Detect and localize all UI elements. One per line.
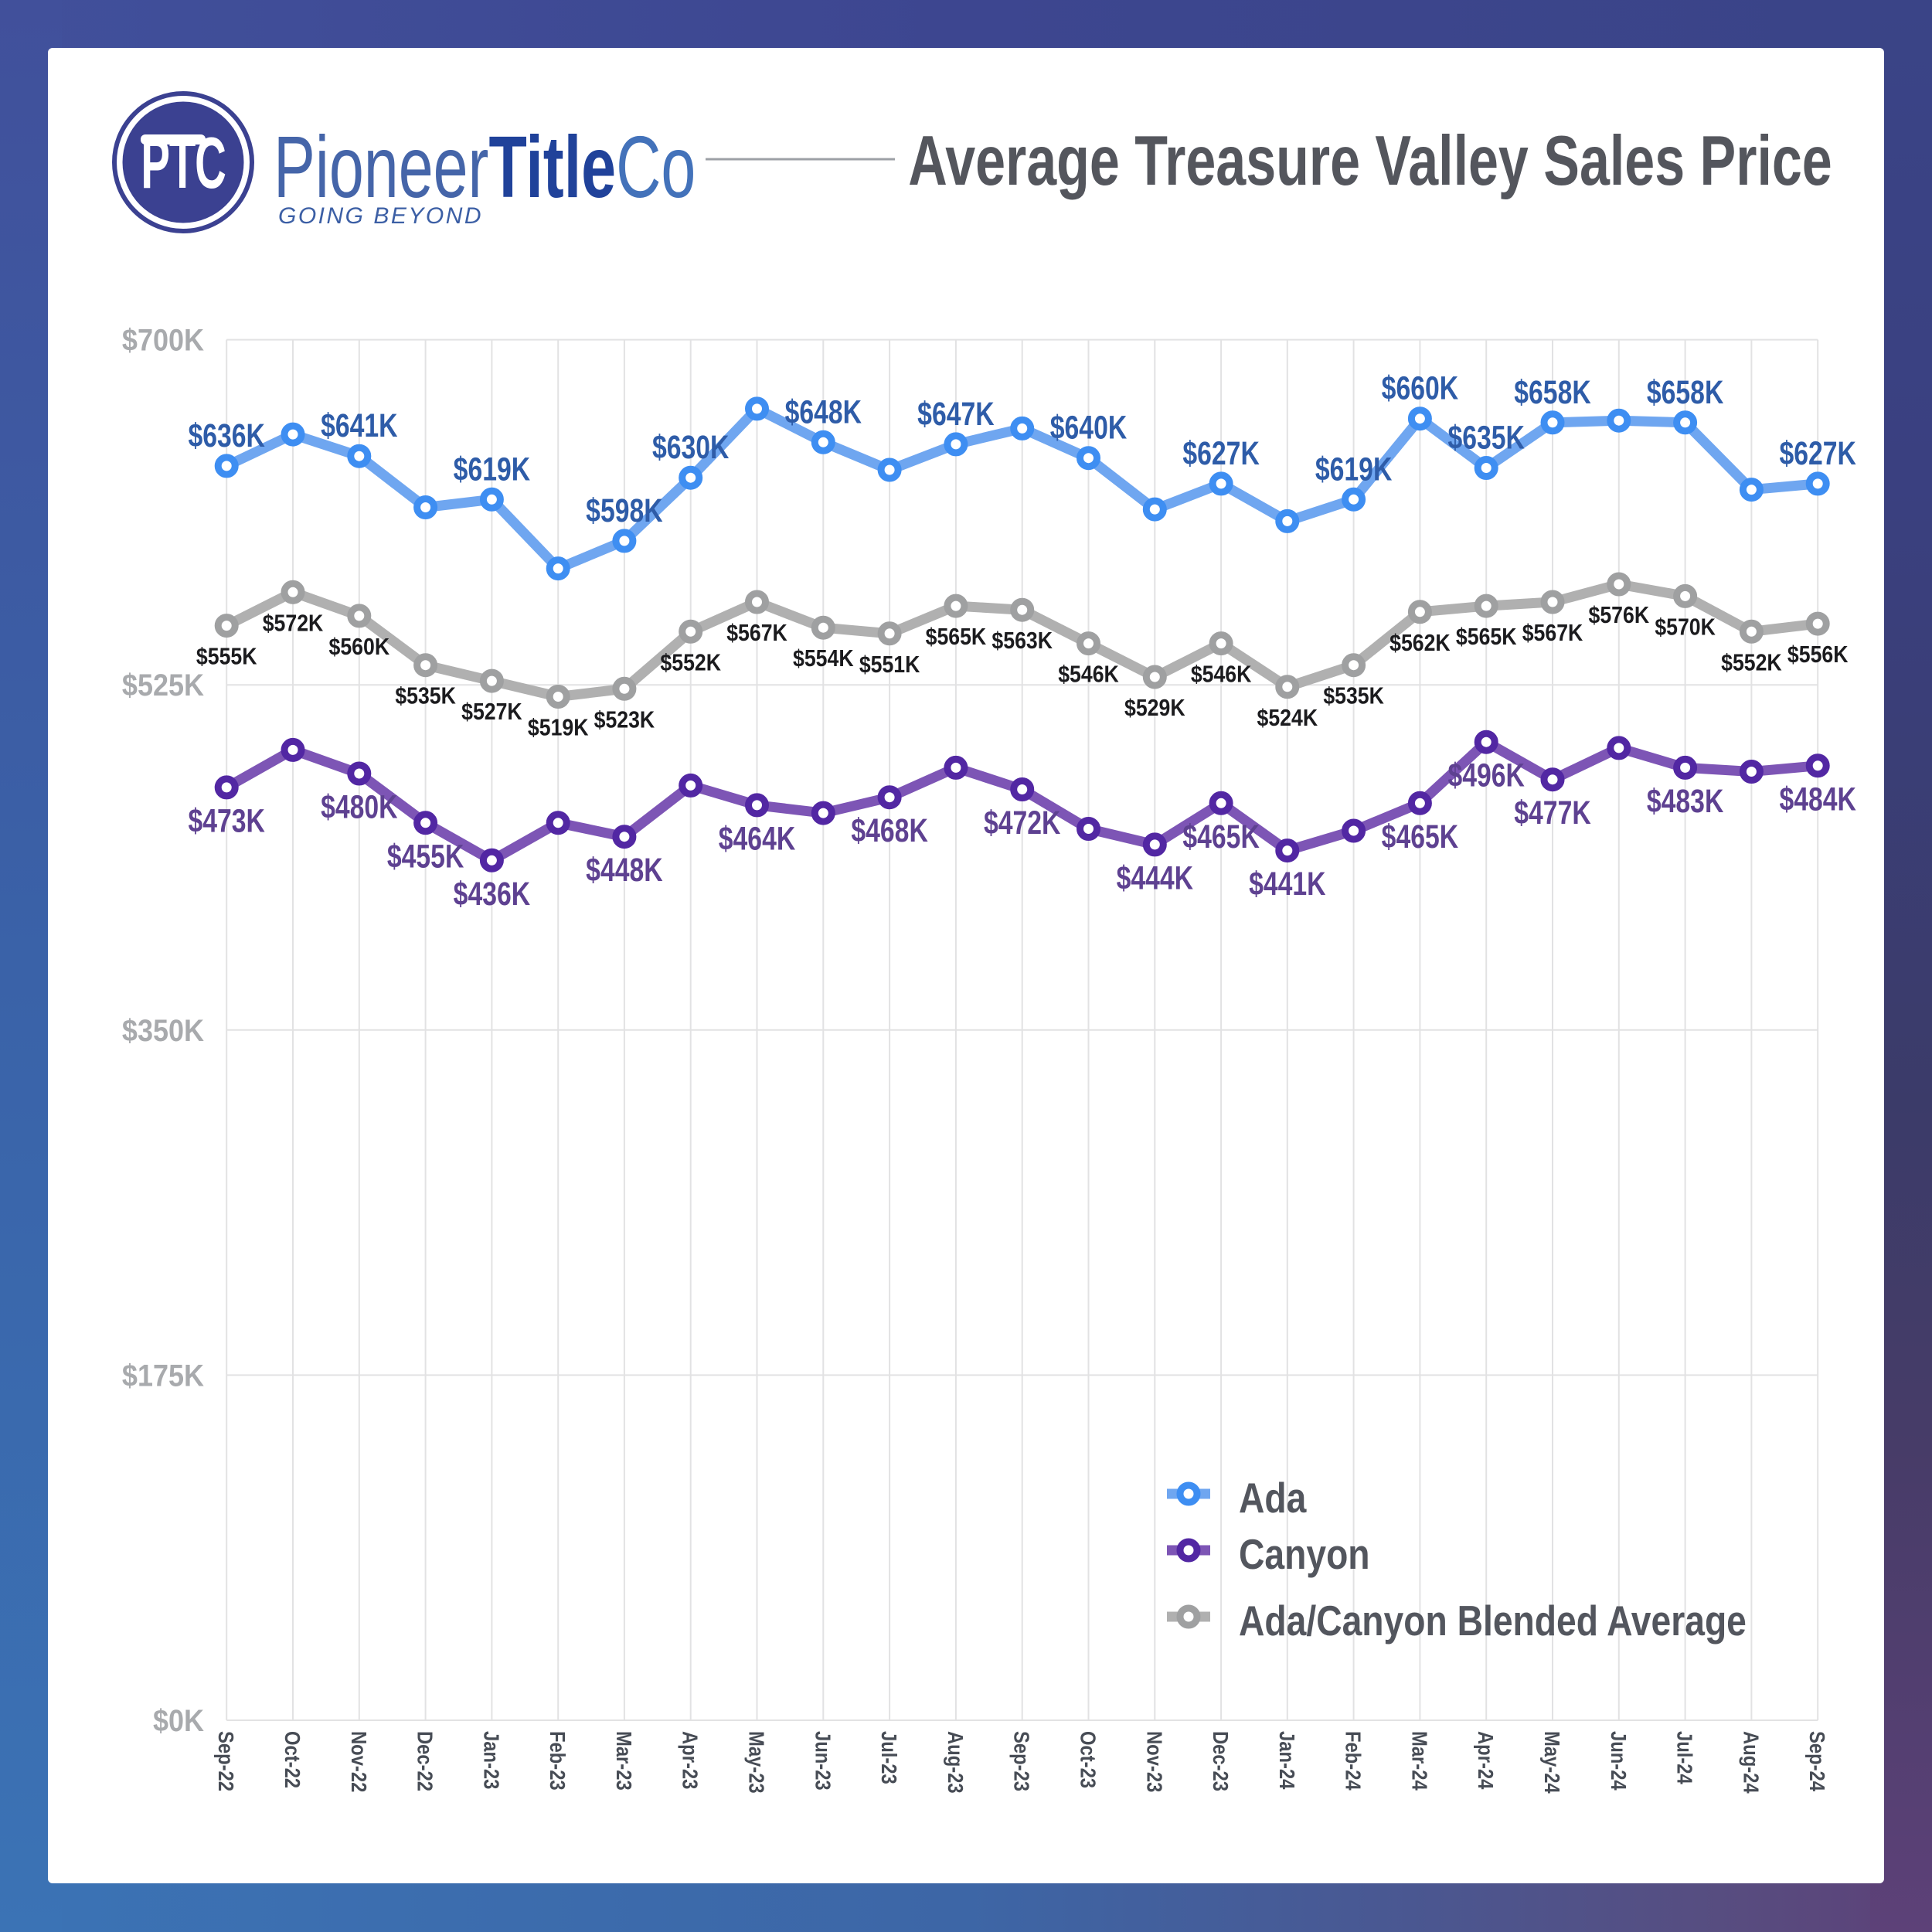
svg-text:$560K: $560K [329,634,390,660]
svg-text:$567K: $567K [1522,620,1583,646]
svg-text:Ada/Canyon Blended Average: Ada/Canyon Blended Average [1239,1597,1747,1645]
svg-text:$551K: $551K [859,651,920,678]
svg-text:$448K: $448K [586,852,663,889]
svg-text:$529K: $529K [1124,695,1185,721]
svg-text:$0K: $0K [153,1704,205,1738]
svg-text:$455K: $455K [387,838,464,875]
svg-text:$483K: $483K [1647,783,1724,820]
svg-text:$175K: $175K [122,1359,205,1393]
svg-text:$554K: $554K [793,645,854,672]
svg-text:$660K: $660K [1382,370,1459,407]
svg-text:$572K: $572K [263,610,324,636]
svg-text:May-23: May-23 [744,1731,769,1794]
svg-text:$484K: $484K [1779,781,1856,818]
svg-text:$527K: $527K [461,699,522,725]
svg-text:$627K: $627K [1182,435,1260,472]
svg-text:$647K: $647K [917,396,995,433]
svg-text:$658K: $658K [1514,374,1591,411]
svg-text:$524K: $524K [1257,705,1318,731]
svg-text:$535K: $535K [395,683,456,709]
svg-text:$441K: $441K [1249,866,1326,903]
svg-text:Aug-24: Aug-24 [1739,1731,1764,1794]
svg-text:$648K: $648K [785,393,862,430]
svg-text:$567K: $567K [726,620,787,646]
svg-text:$350K: $350K [122,1014,205,1048]
svg-text:Dec-23: Dec-23 [1209,1731,1233,1791]
svg-text:$619K: $619K [1315,451,1393,488]
svg-text:Oct-23: Oct-23 [1076,1731,1100,1788]
svg-text:$562K: $562K [1389,630,1451,656]
svg-text:$565K: $565K [1456,624,1517,650]
svg-text:$635K: $635K [1447,420,1525,457]
svg-text:$546K: $546K [1191,662,1252,688]
svg-text:Apr-23: Apr-23 [678,1731,702,1789]
svg-text:$552K: $552K [1721,649,1782,675]
svg-text:$472K: $472K [984,804,1061,842]
svg-text:$464K: $464K [719,821,796,858]
svg-text:$480K: $480K [321,789,398,826]
svg-text:Jul-23: Jul-23 [877,1731,902,1784]
svg-text:$468K: $468K [851,812,928,849]
svg-text:Sep-22: Sep-22 [214,1731,239,1791]
svg-text:$636K: $636K [188,417,265,454]
svg-text:$641K: $641K [321,407,398,444]
svg-text:$535K: $535K [1323,683,1384,709]
svg-text:$465K: $465K [1382,818,1459,855]
svg-text:$525K: $525K [122,669,205,703]
svg-text:Jan-24: Jan-24 [1274,1731,1299,1790]
svg-text:Jul-24: Jul-24 [1672,1731,1697,1784]
svg-text:$563K: $563K [992,628,1053,654]
svg-text:$598K: $598K [586,492,663,529]
svg-text:$565K: $565K [926,624,987,650]
svg-text:Jan-23: Jan-23 [479,1731,504,1789]
svg-text:Feb-24: Feb-24 [1341,1731,1366,1791]
svg-text:$436K: $436K [454,876,531,913]
svg-text:$619K: $619K [454,451,531,488]
svg-text:$496K: $496K [1447,757,1525,794]
svg-text:May-24: May-24 [1540,1731,1565,1794]
svg-text:$555K: $555K [196,644,257,670]
svg-text:Canyon: Canyon [1239,1530,1370,1578]
svg-text:Feb-23: Feb-23 [546,1731,570,1791]
svg-text:Mar-24: Mar-24 [1407,1731,1432,1791]
svg-text:Jun-24: Jun-24 [1606,1731,1631,1791]
svg-text:$576K: $576K [1589,602,1650,628]
svg-text:$444K: $444K [1117,860,1194,897]
svg-text:Average Treasure Valley Sales: Average Treasure Valley Sales Price [908,122,1832,200]
svg-text:$519K: $519K [528,715,589,741]
svg-text:$477K: $477K [1514,794,1591,832]
svg-text:$473K: $473K [188,803,265,840]
svg-text:Aug-23: Aug-23 [943,1731,968,1794]
svg-text:$570K: $570K [1655,614,1716,641]
svg-text:Nov-23: Nov-23 [1142,1731,1167,1792]
svg-text:$552K: $552K [660,649,721,675]
svg-text:$700K: $700K [122,324,205,358]
svg-text:Dec-22: Dec-22 [413,1731,437,1791]
svg-text:$523K: $523K [594,706,655,733]
svg-text:Mar-23: Mar-23 [611,1731,636,1791]
svg-text:PioneerTitleCo: PioneerTitleCo [274,118,696,216]
svg-text:Sep-23: Sep-23 [1009,1731,1034,1791]
svg-text:Jun-23: Jun-23 [811,1731,835,1791]
svg-text:Sep-24: Sep-24 [1805,1731,1830,1792]
svg-text:GOING BEYOND: GOING BEYOND [278,203,483,229]
svg-text:Ada: Ada [1239,1474,1307,1522]
svg-text:$465K: $465K [1182,818,1260,855]
svg-text:Nov-22: Nov-22 [346,1731,371,1792]
svg-text:$546K: $546K [1058,662,1119,688]
svg-text:$627K: $627K [1779,435,1856,472]
svg-text:Apr-24: Apr-24 [1474,1731,1498,1790]
svg-text:$630K: $630K [652,429,730,466]
svg-text:$640K: $640K [1050,410,1128,447]
svg-text:Oct-22: Oct-22 [281,1731,305,1788]
svg-text:$658K: $658K [1647,374,1724,411]
svg-text:$556K: $556K [1787,641,1849,668]
